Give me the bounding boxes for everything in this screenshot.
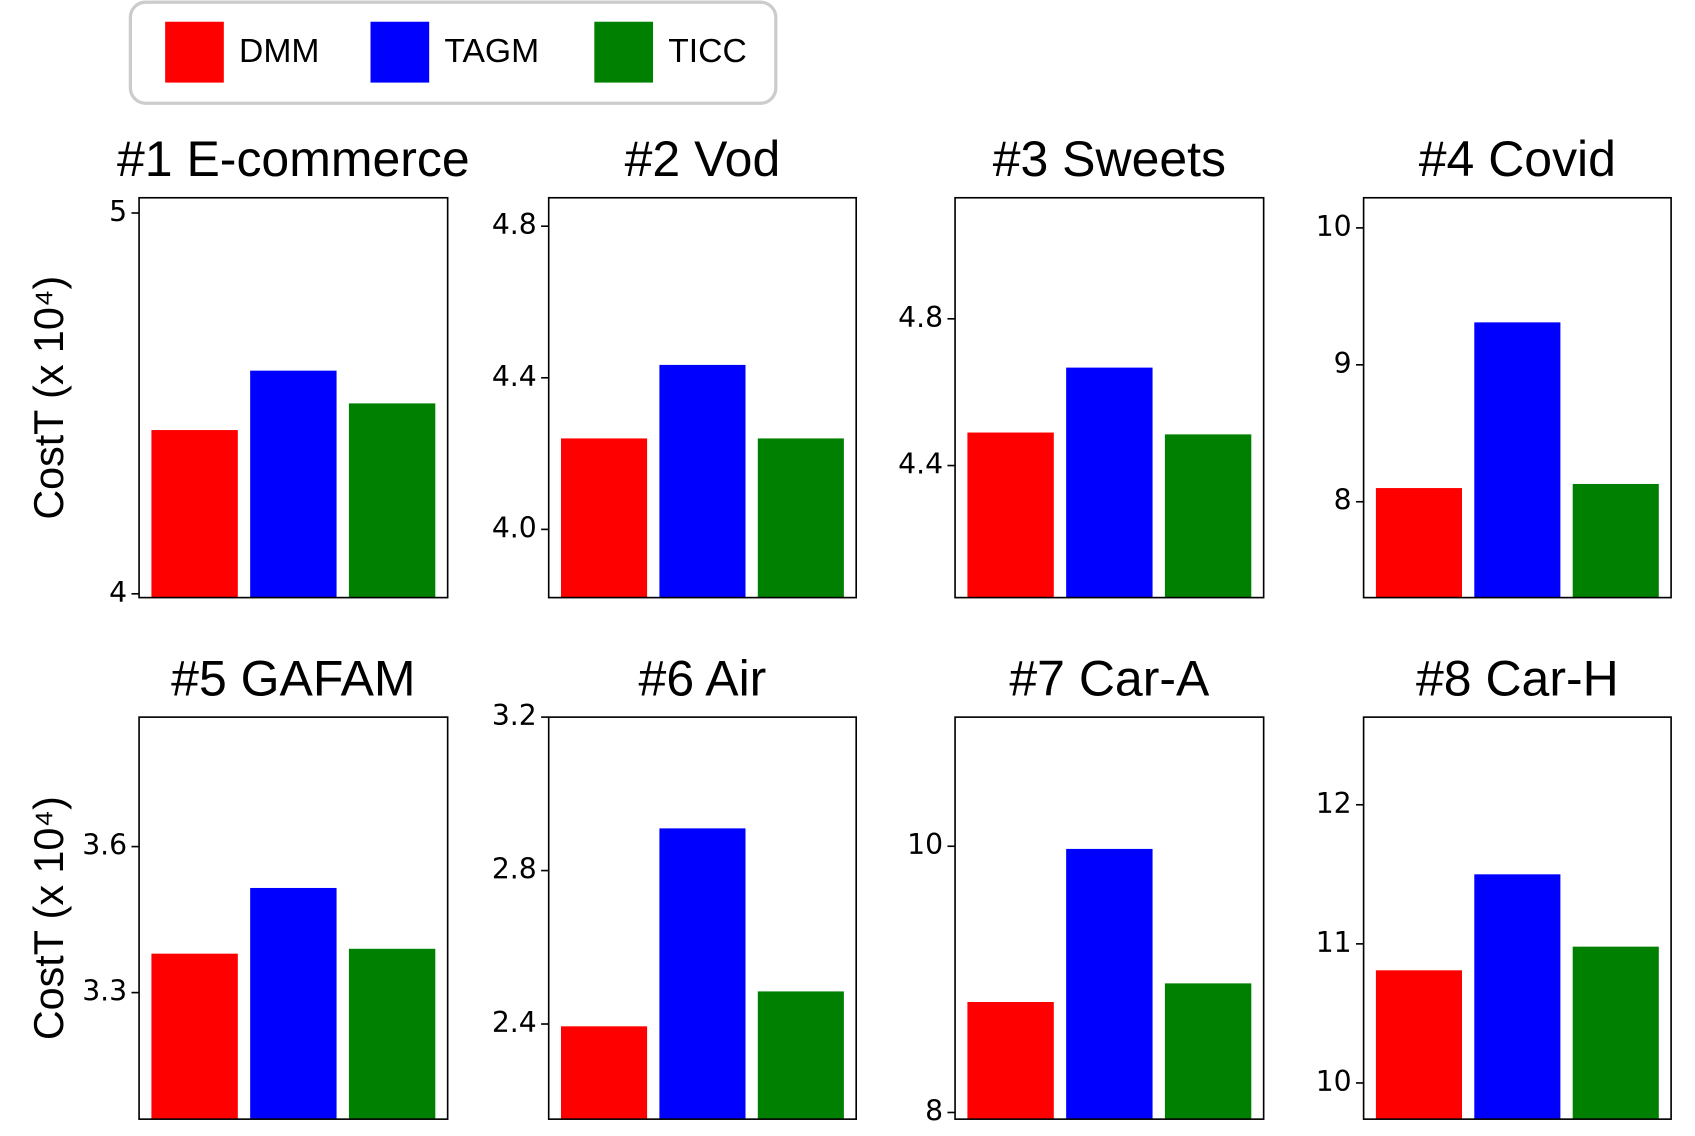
chart-title: #6 Air: [639, 651, 767, 707]
bar: [1164, 434, 1252, 598]
y-tick-label: 11: [1316, 926, 1352, 959]
bar: [659, 828, 746, 1120]
chart-title: #4 Covid: [1419, 131, 1616, 187]
bar: [250, 887, 337, 1120]
y-tick-label: 5: [109, 195, 127, 228]
y-tick-label: 4.0: [492, 511, 537, 544]
chart-title: #7 Car-A: [1009, 651, 1210, 707]
bar: [151, 953, 238, 1120]
bar: [967, 1002, 1054, 1120]
y-tick-label: 4.4: [898, 448, 943, 481]
chart-title: #5 GAFAM: [171, 651, 415, 707]
bar: [1572, 483, 1659, 598]
y-tick-label: 4.8: [492, 208, 537, 241]
axes-frame: [138, 196, 449, 599]
legend-swatch: [370, 21, 430, 83]
bar: [348, 948, 436, 1120]
bar: [1572, 946, 1659, 1120]
legend-swatch: [165, 21, 224, 83]
legend-label: TICC: [668, 33, 747, 70]
axes-frame: [138, 716, 449, 1120]
y-tick-label: 10: [907, 828, 943, 861]
bar: [967, 432, 1054, 598]
axes-frame: [954, 196, 1265, 599]
bar: [1066, 848, 1153, 1120]
bar: [1375, 488, 1463, 598]
bar: [659, 364, 746, 598]
y-tick-label: 3.6: [82, 829, 127, 862]
chart-title: #1 E-commerce: [117, 131, 470, 187]
chart-title: #8 Car-H: [1416, 651, 1619, 707]
bar: [151, 430, 238, 598]
y-axis-label: CostT (x 10⁴): [26, 796, 72, 1040]
y-tick-label: 10: [1316, 1065, 1352, 1098]
chart-title: #2 Vod: [625, 131, 781, 187]
bar: [1164, 983, 1252, 1120]
legend-label: TAGM: [444, 33, 539, 70]
y-tick-label: 8: [1334, 484, 1352, 517]
y-tick-label: 2.8: [492, 853, 537, 886]
bar: [561, 438, 648, 598]
axes-frame: [1362, 196, 1672, 599]
y-tick-label: 4: [109, 576, 127, 609]
bar: [250, 370, 337, 598]
chart-title: #3 Sweets: [993, 131, 1226, 187]
axes-frame: [547, 716, 858, 1120]
y-tick-label: 3.2: [492, 699, 537, 732]
y-tick-label: 4.4: [492, 360, 537, 393]
y-tick-label: 3.3: [82, 975, 127, 1008]
bar: [348, 403, 436, 598]
y-axis-label: CostT (x 10⁴): [26, 276, 72, 520]
bar: [1474, 874, 1561, 1120]
axes-frame: [1362, 716, 1672, 1120]
bar: [1066, 367, 1153, 598]
axes-frame: [547, 196, 858, 599]
y-tick-label: 12: [1316, 787, 1352, 820]
y-tick-label: 4.8: [898, 301, 943, 334]
y-tick-label: 10: [1316, 210, 1352, 243]
bar: [757, 991, 844, 1120]
bar: [1375, 970, 1463, 1120]
bar: [757, 438, 844, 598]
y-tick-label: 8: [925, 1094, 943, 1127]
y-tick-label: 9: [1334, 347, 1352, 380]
legend-label: DMM: [239, 33, 319, 70]
y-tick-label: 2.4: [492, 1006, 537, 1039]
axes-frame: [954, 716, 1265, 1120]
bar: [1474, 322, 1561, 598]
legend-swatch: [594, 21, 654, 83]
bar: [561, 1026, 648, 1120]
